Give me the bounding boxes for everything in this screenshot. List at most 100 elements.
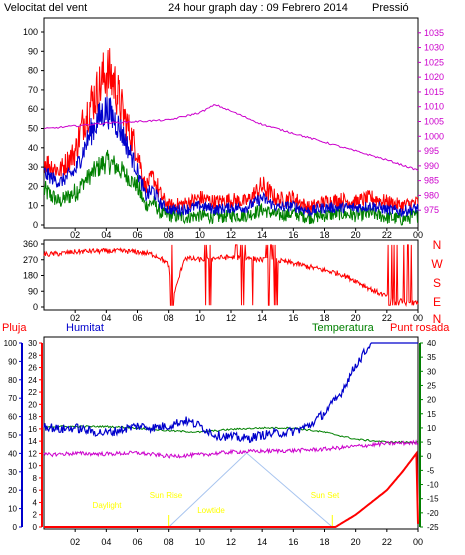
sun-elevation-line: [168, 452, 333, 528]
wind-x-tick-label: 16: [288, 230, 298, 240]
wind-x-tick-label: 02: [70, 230, 80, 240]
temperatura-y-tick-label: 10: [427, 424, 436, 433]
pressure-y-tick-label: 995: [424, 146, 439, 156]
humidity-x-tick-label: 00: [413, 537, 423, 547]
pluja-y-tick-label: 22: [28, 388, 37, 397]
compass-letter-n: N: [433, 238, 442, 252]
humidity-x-tick-label: 10: [195, 537, 205, 547]
wind-x-tick-label: 00: [413, 230, 423, 240]
humitat-y-tick-label: 70: [8, 394, 17, 403]
wind-x-tick-label: 04: [101, 230, 111, 240]
wind-x-tick-label: 18: [319, 230, 329, 240]
wind-y-tick-label: 10: [28, 201, 38, 211]
temperatura-y-tick-label: -10: [427, 481, 439, 490]
pluja-y-tick-label: 20: [28, 400, 37, 409]
compass-letter-s: S: [433, 276, 441, 290]
pluja-y-tick-label: 10: [28, 462, 37, 471]
legend-humitat: Humitat: [66, 322, 104, 334]
temperatura-y-tick-label: -25: [427, 523, 439, 532]
humitat-y-tick-label: 10: [8, 505, 17, 514]
humidity-x-tick-label: 02: [70, 537, 80, 547]
humidity-x-tick-label: 22: [382, 537, 392, 547]
wind-y-tick-label: 90: [28, 46, 38, 56]
temperatura-y-tick-label: -15: [427, 495, 439, 504]
humitat-y-tick-label: 60: [8, 413, 17, 422]
direction-y-tick-label: 360: [23, 239, 38, 249]
direction-x-tick-label: 18: [319, 313, 329, 323]
pressure-y-tick-label: 1030: [424, 43, 444, 53]
pluja-y-tick-label: 4: [33, 498, 38, 507]
wind-x-tick-label: 06: [132, 230, 142, 240]
humidity-x-tick-label: 14: [257, 537, 267, 547]
pressure-y-tick-label: 1015: [424, 87, 444, 97]
wind-avg-line: [43, 96, 419, 218]
pluja-y-tick-label: 18: [28, 413, 37, 422]
humitat-y-tick-label: 20: [8, 486, 17, 495]
wind-direction-line: [43, 244, 419, 308]
wind-x-tick-label: 08: [164, 230, 174, 240]
pluja-y-tick-label: 12: [28, 449, 37, 458]
pluja-y-tick-label: 24: [28, 376, 37, 385]
humidity-x-tick-label: 20: [351, 537, 361, 547]
pluja-y-tick-label: 26: [28, 364, 37, 373]
direction-x-tick-label: 20: [351, 313, 361, 323]
wind-low-line: [43, 149, 418, 226]
direction-y-tick-label: 0: [33, 302, 38, 312]
wind-y-tick-label: 20: [28, 181, 38, 191]
humitat-y-tick-label: 90: [8, 357, 17, 366]
pressure-y-tick-label: 1000: [424, 131, 444, 141]
direction-y-tick-label: 180: [23, 271, 38, 281]
wind-x-tick-label: 14: [257, 230, 267, 240]
humidity-x-tick-label: 16: [288, 537, 298, 547]
temperatura-y-tick-label: 15: [427, 410, 436, 419]
legend-temperatura: Temperatura: [312, 322, 375, 334]
direction-x-tick-label: 16: [288, 313, 298, 323]
pressure-title: Pressió: [372, 2, 409, 14]
direction-x-tick-label: 12: [226, 313, 236, 323]
humitat-y-tick-label: 80: [8, 376, 17, 385]
pressure-y-tick-label: 985: [424, 176, 439, 186]
temperature-line: [43, 425, 419, 444]
humitat-y-tick-label: 0: [13, 523, 18, 532]
wind-speed-title: Velocitat del vent: [4, 2, 87, 14]
wind-y-tick-label: 50: [28, 124, 38, 134]
direction-x-tick-label: 02: [70, 313, 80, 323]
compass-letter-w: W: [431, 257, 443, 271]
pluja-y-tick-label: 6: [33, 486, 38, 495]
pressure-y-tick-label: 1035: [424, 28, 444, 38]
annotation-lowtide: Lowtide: [197, 506, 225, 515]
direction-y-tick-label: 90: [28, 286, 38, 296]
wind-y-tick-label: 0: [33, 220, 38, 230]
wind-gust-line: [43, 48, 419, 214]
humidity-x-tick-label: 12: [226, 537, 236, 547]
direction-x-tick-label: 10: [195, 313, 205, 323]
humidity-x-tick-label: 18: [319, 537, 329, 547]
compass-letter-n: N: [433, 312, 442, 326]
wind-y-tick-label: 70: [28, 85, 38, 95]
pluja-y-tick-label: 30: [28, 339, 37, 348]
wind-y-tick-label: 40: [28, 143, 38, 153]
temperatura-y-tick-label: -20: [427, 509, 439, 518]
dewpoint-line: [43, 439, 419, 459]
humitat-y-tick-label: 50: [8, 431, 17, 440]
rain-line: [44, 450, 419, 528]
humitat-y-tick-label: 100: [4, 339, 18, 348]
pressure-y-tick-label: 1005: [424, 117, 444, 127]
wind-y-tick-label: 30: [28, 162, 38, 172]
wind-x-tick-label: 10: [195, 230, 205, 240]
wind-x-tick-label: 20: [351, 230, 361, 240]
wind-x-tick-label: 12: [226, 230, 236, 240]
pressure-line: [43, 104, 419, 171]
legend-pluja: Pluja: [2, 322, 27, 334]
humitat-y-tick-label: 40: [8, 449, 17, 458]
pressure-y-tick-label: 975: [424, 205, 439, 215]
temperatura-y-tick-label: -5: [427, 466, 435, 475]
annotation-sun-rise: Sun Rise: [150, 491, 183, 500]
humidity-x-tick-label: 06: [132, 537, 142, 547]
humidity-x-tick-label: 04: [101, 537, 111, 547]
humitat-y-tick-label: 30: [8, 468, 17, 477]
temperatura-y-tick-label: 25: [427, 381, 436, 390]
pressure-y-tick-label: 1020: [424, 72, 444, 82]
